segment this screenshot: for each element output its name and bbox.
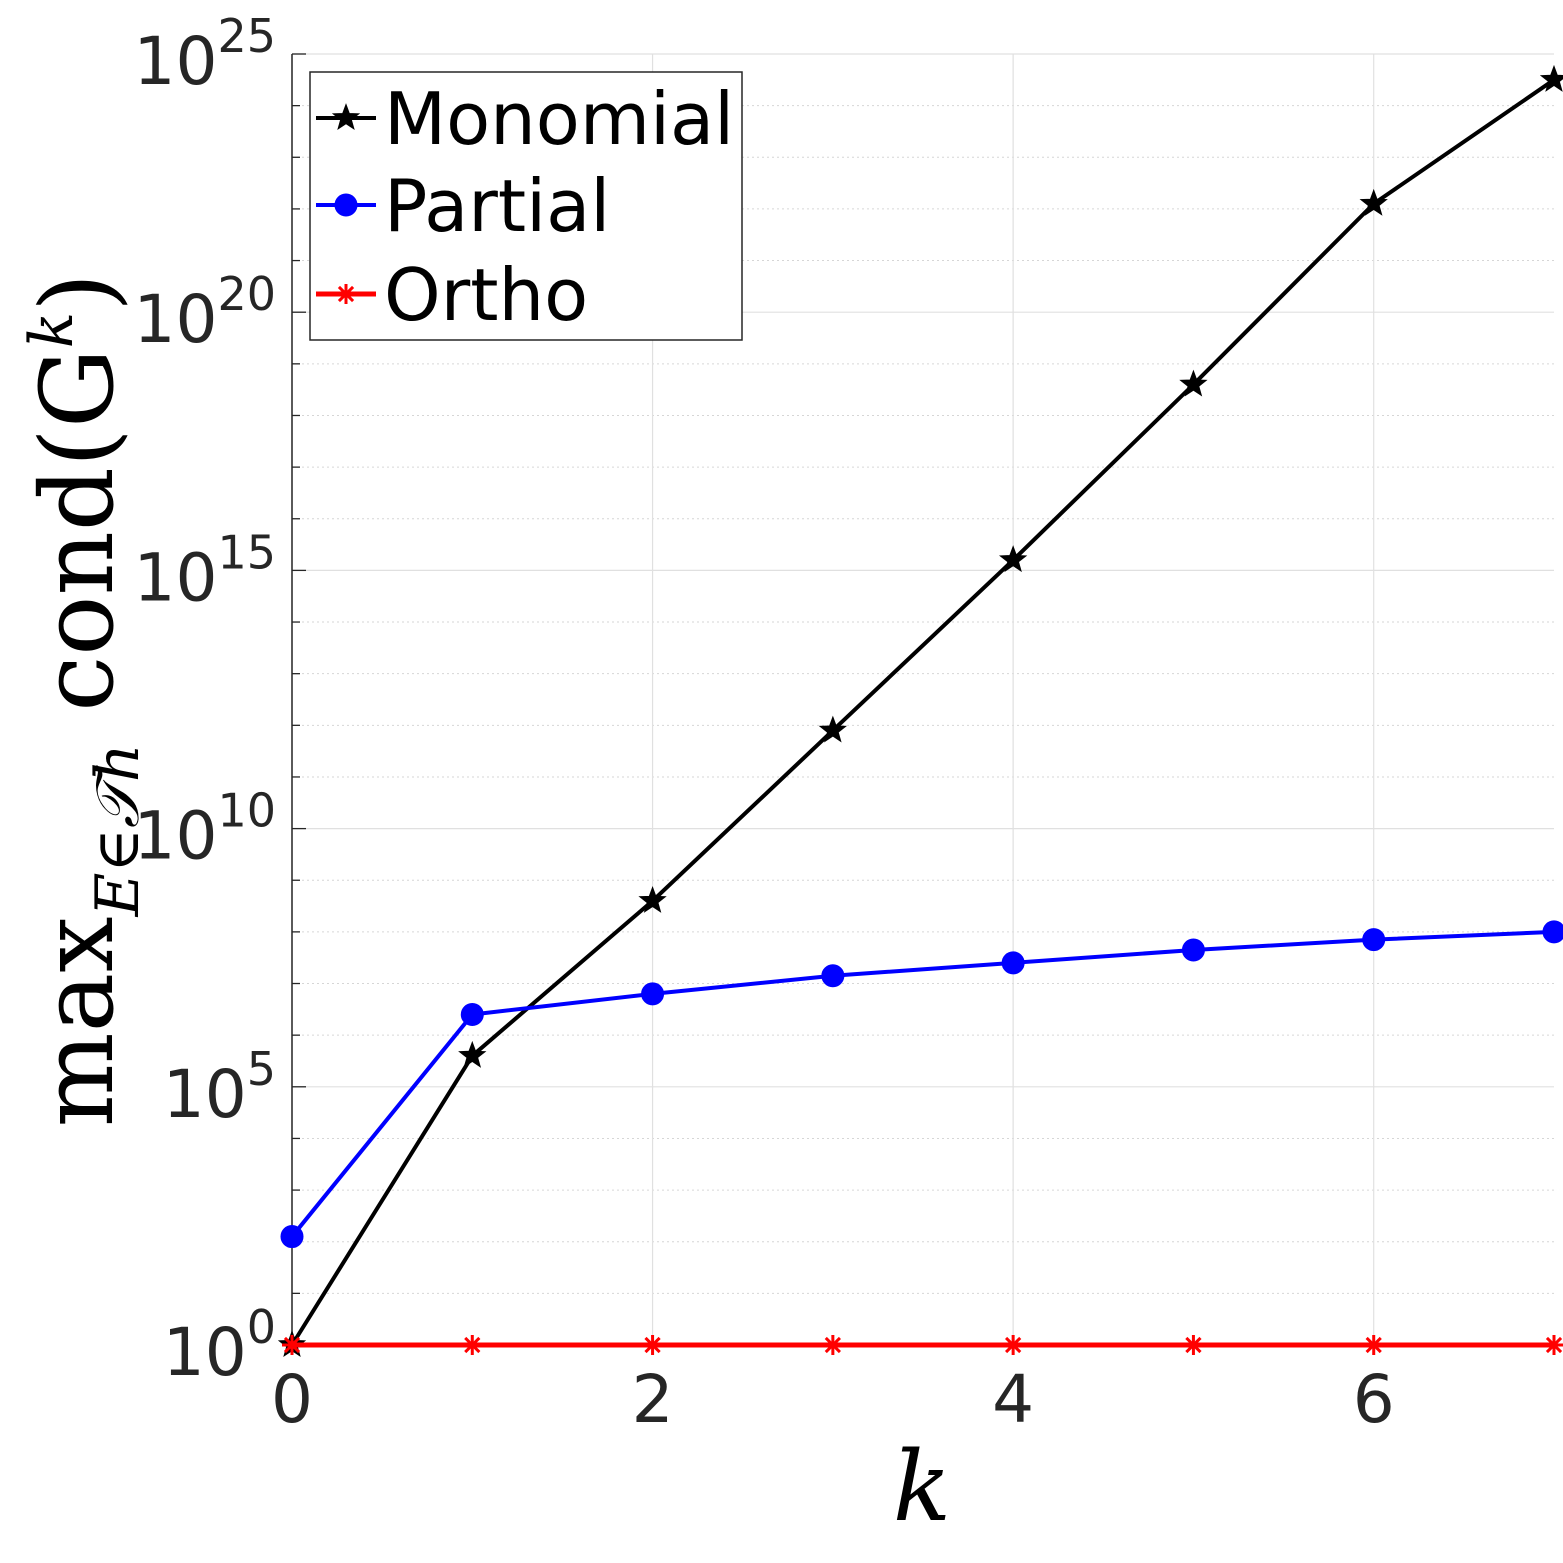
y-tick-power: 25 <box>217 9 276 63</box>
y-label-superscript: k <box>17 312 87 348</box>
marker-star <box>818 715 848 743</box>
y-tick-base: 10 <box>163 1314 247 1391</box>
legend-entry-ortho: Ortho <box>316 253 588 337</box>
marker-circle <box>460 1003 484 1027</box>
y-label-suffix: ) <box>19 273 136 312</box>
legend-box <box>309 71 743 341</box>
marker-star <box>331 103 361 131</box>
marker-circle <box>334 193 358 217</box>
x-tick-label: 2 <box>632 1361 674 1438</box>
marker-asterisk-stroke <box>824 1336 841 1354</box>
legend-label: Ortho <box>384 253 588 337</box>
y-tick-label: 1025 <box>133 9 276 100</box>
marker-asterisk-stroke <box>1545 1336 1563 1354</box>
marker-asterisk-stroke <box>644 1336 661 1354</box>
marker-asterisk <box>282 1335 302 1355</box>
marker-asterisk <box>1003 1335 1024 1355</box>
marker-asterisk-stroke <box>1185 1336 1202 1354</box>
marker-asterisk <box>1363 1335 1384 1355</box>
series-layer <box>277 64 1563 1358</box>
y-tick-power: 20 <box>217 267 276 321</box>
y-tick-label: 105 <box>163 1042 276 1133</box>
marker-asterisk <box>822 1335 843 1355</box>
y-label-subscript: E∈𝒯h <box>83 744 153 918</box>
y-tick-label: 1010 <box>133 784 276 875</box>
y-tick-base: 10 <box>133 539 217 616</box>
y-tick-power: 15 <box>217 525 276 579</box>
y-tick-base: 10 <box>133 23 217 100</box>
y-tick-label: 1020 <box>133 267 276 358</box>
x-tick-label: 0 <box>271 1361 313 1438</box>
y-tick-label: 1015 <box>133 525 276 616</box>
marker-asterisk-stroke <box>283 1336 301 1354</box>
y-tick-label: 100 <box>163 1300 276 1391</box>
marker-star <box>1179 369 1208 397</box>
series-line <box>290 929 1555 1238</box>
legend-label: Monomial <box>384 77 734 161</box>
y-tick-power: 5 <box>247 1042 276 1096</box>
marker-asterisk <box>462 1335 483 1355</box>
y-tick-base: 10 <box>133 798 217 875</box>
x-tick-label: 6 <box>1353 1361 1395 1438</box>
svg-text:maxE∈𝒯h cond(Gk): maxE∈𝒯h cond(Gk) <box>17 273 153 1127</box>
grid-layer <box>291 53 1554 1346</box>
legend-entry-partial: Partial <box>316 164 610 248</box>
marker-circle <box>641 982 665 1006</box>
x-tick-label: 4 <box>992 1361 1034 1438</box>
marker-star <box>458 1040 487 1068</box>
marker-star <box>1359 188 1388 216</box>
legend-label: Partial <box>384 164 610 248</box>
y-tick-base: 10 <box>133 281 217 358</box>
series-ortho <box>282 1335 1563 1355</box>
axes-layer <box>291 53 306 1346</box>
y-tick-power: 0 <box>247 1300 276 1354</box>
marker-asterisk <box>1544 1335 1563 1355</box>
series-partial <box>280 920 1563 1249</box>
marker-asterisk-stroke <box>1005 1336 1022 1354</box>
legend-entry-monomial: Monomial <box>316 77 734 161</box>
y-tick-base: 10 <box>163 1056 247 1133</box>
y-label-body: cond(G <box>19 348 136 712</box>
marker-asterisk-stroke <box>337 285 355 303</box>
y-axis-label: maxE∈𝒯h cond(Gk) <box>17 273 153 1127</box>
marker-circle <box>821 964 845 988</box>
marker-asterisk <box>642 1335 663 1355</box>
y-label-prefix: max <box>19 916 136 1127</box>
marker-asterisk <box>336 284 356 304</box>
marker-asterisk-stroke <box>464 1336 481 1354</box>
series-line <box>290 78 1556 1347</box>
marker-circle <box>1542 920 1563 944</box>
marker-star <box>638 886 667 913</box>
marker-circle <box>1001 951 1025 975</box>
x-axis-label: k <box>893 1431 951 1543</box>
marker-asterisk <box>1183 1335 1204 1355</box>
y-tick-power: 10 <box>217 784 276 838</box>
marker-circle <box>1362 928 1386 952</box>
marker-star <box>998 545 1028 573</box>
marker-circle <box>1181 938 1205 962</box>
marker-asterisk-stroke <box>1365 1336 1382 1354</box>
marker-circle <box>280 1225 304 1249</box>
